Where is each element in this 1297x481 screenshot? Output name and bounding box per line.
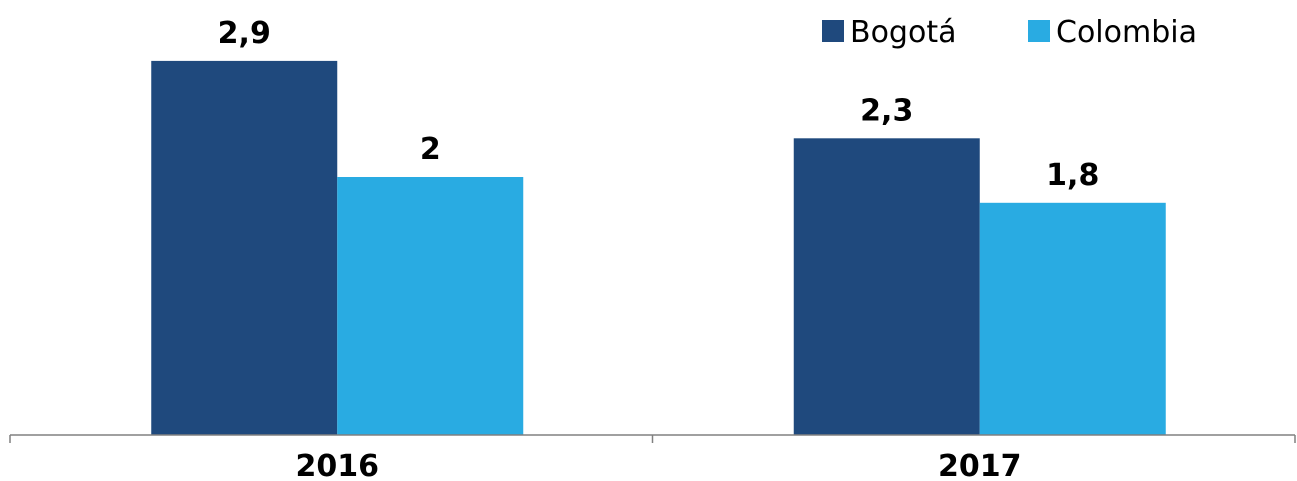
legend: Bogotá Colombia: [822, 15, 1197, 50]
data-label-colombia-2017: 1,8: [1046, 158, 1099, 193]
x-axis: [9, 434, 1296, 443]
x-tick-label-2017: 2017: [938, 449, 1022, 481]
x-tick-label-2016: 2016: [296, 449, 380, 481]
data-label-colombia-2016: 2: [420, 132, 441, 167]
legend-label-bogot-: Bogotá: [850, 15, 956, 50]
bars-group: [151, 60, 1166, 436]
x-tick-labels: 2016 2017: [296, 449, 1022, 481]
bar-bogot--2017: [793, 138, 980, 436]
bar-bogot--2016: [151, 60, 338, 436]
legend-swatch-bogot-: [822, 20, 844, 42]
bar-colombia-2017: [979, 202, 1166, 435]
data-label-bogot--2016: 2,9: [218, 16, 271, 51]
data-label-bogot--2017: 2,3: [860, 93, 913, 128]
bar-colombia-2016: [337, 177, 524, 435]
legend-label-colombia: Colombia: [1056, 15, 1197, 50]
data-labels-group: 2,9 2 2,3 1,8: [218, 16, 1100, 193]
legend-swatch-colombia: [1028, 20, 1050, 42]
